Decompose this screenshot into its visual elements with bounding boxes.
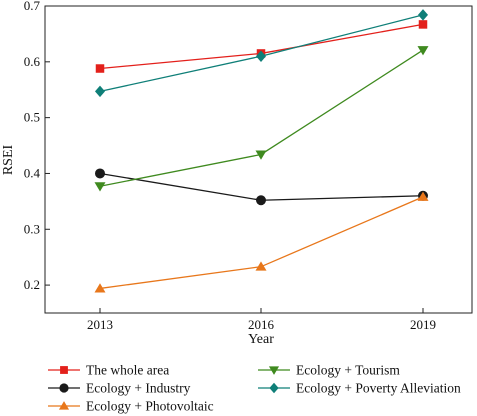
x-tick-label: 2013 bbox=[87, 317, 113, 332]
legend-marker bbox=[269, 382, 279, 394]
x-axis: 2013 2016 2019 bbox=[87, 308, 436, 332]
x-tick-label: 2019 bbox=[410, 317, 436, 332]
data-point bbox=[417, 191, 429, 201]
data-point bbox=[255, 150, 267, 160]
y-tick-label: 0.2 bbox=[24, 277, 40, 292]
legend-item: Ecology + Photovoltaic bbox=[48, 399, 214, 414]
data-point bbox=[95, 64, 105, 73]
series-line bbox=[99, 23, 424, 70]
data-point bbox=[417, 46, 429, 56]
legend-item: The whole area bbox=[48, 363, 169, 378]
y-tick-label: 0.7 bbox=[24, 0, 41, 13]
data-point bbox=[95, 168, 105, 179]
x-tick-label: 2016 bbox=[248, 317, 275, 332]
y-axis: 0.2 0.3 0.4 0.5 0.6 0.7 bbox=[24, 0, 50, 292]
series-line bbox=[99, 49, 424, 187]
legend: The whole area Ecology + Industry Ecology … bbox=[48, 363, 461, 414]
legend-item: Ecology + Tourism bbox=[258, 363, 400, 378]
x-axis-title: Year bbox=[248, 332, 274, 347]
data-point bbox=[418, 20, 428, 29]
y-axis-title: RSEI bbox=[1, 144, 16, 175]
series-1 bbox=[95, 20, 428, 73]
y-tick-label: 0.4 bbox=[24, 165, 41, 180]
legend-label: Ecology + Photovoltaic bbox=[86, 399, 214, 414]
data-point bbox=[94, 283, 106, 293]
legend-marker bbox=[59, 383, 69, 393]
legend-label: Ecology + Tourism bbox=[296, 363, 400, 378]
legend-marker bbox=[58, 401, 70, 410]
legend-marker bbox=[268, 366, 280, 375]
data-point bbox=[255, 261, 267, 271]
legend-label: Ecology + Industry bbox=[86, 381, 191, 396]
series-layer bbox=[94, 9, 429, 293]
series-5 bbox=[95, 9, 428, 98]
series-3 bbox=[94, 191, 429, 293]
plot-frame bbox=[44, 5, 473, 314]
data-point bbox=[94, 182, 106, 192]
series-4 bbox=[94, 46, 429, 192]
data-point bbox=[256, 50, 266, 62]
data-point bbox=[95, 85, 105, 98]
plot-area bbox=[44, 5, 473, 314]
legend-label: Ecology + Poverty Alleviation bbox=[296, 381, 461, 396]
legend-item: Ecology + Industry bbox=[48, 381, 191, 396]
y-tick-label: 0.3 bbox=[24, 221, 40, 236]
legend-item: Ecology + Poverty Alleviation bbox=[258, 381, 461, 396]
legend-marker bbox=[60, 366, 68, 374]
y-tick-label: 0.6 bbox=[24, 54, 41, 69]
series-line bbox=[99, 196, 424, 290]
legend-label: The whole area bbox=[86, 363, 169, 378]
y-tick-label: 0.5 bbox=[24, 110, 40, 125]
series-2 bbox=[95, 168, 428, 206]
data-point bbox=[256, 195, 266, 206]
data-point bbox=[418, 9, 428, 21]
